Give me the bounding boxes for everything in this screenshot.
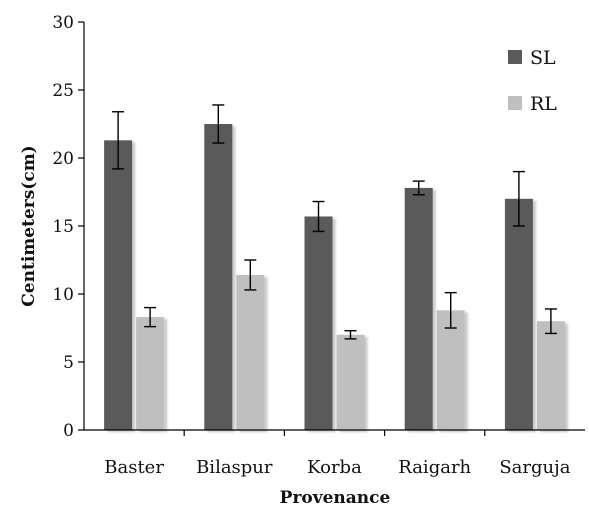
y-tick-label: 30 — [52, 13, 74, 33]
bar-rl — [436, 310, 465, 430]
y-tick-label: 20 — [52, 149, 74, 169]
x-category-label: Korba — [307, 457, 362, 478]
plot-area — [104, 104, 565, 430]
y-tick-label: 25 — [52, 81, 74, 101]
x-category-label: Sarguja — [499, 457, 570, 478]
bar-sl — [304, 216, 333, 430]
legend: SL RL — [508, 47, 557, 115]
y-tick-label: 0 — [63, 421, 74, 441]
bar-sl — [504, 198, 533, 430]
bar-sl — [104, 140, 133, 430]
legend-swatch-sl — [508, 50, 522, 64]
legend-swatch-rl — [508, 96, 522, 110]
x-category-label: Bilaspur — [196, 457, 273, 478]
y-axis-title: Centimeters(cm) — [19, 145, 39, 306]
bar-sl — [404, 187, 433, 430]
x-category-label: Baster — [104, 457, 164, 478]
bar-rl — [136, 317, 165, 430]
legend-label-sl: SL — [530, 47, 556, 69]
legend-label-rl: RL — [530, 93, 557, 115]
bar-rl — [336, 334, 365, 430]
tick-labels: 0 5 10 15 20 25 30 Baster Bilaspur Korba Raigarh Sa… — [52, 13, 570, 478]
bar-rl — [536, 321, 565, 430]
x-axis-title: Provenance — [280, 488, 391, 508]
y-tick-label: 10 — [52, 285, 74, 305]
y-tick-label: 5 — [63, 353, 74, 373]
x-category-label: Raigarh — [398, 457, 471, 478]
bar-rl — [236, 274, 265, 430]
bar-sl — [204, 124, 233, 430]
y-tick-label: 15 — [52, 217, 74, 237]
